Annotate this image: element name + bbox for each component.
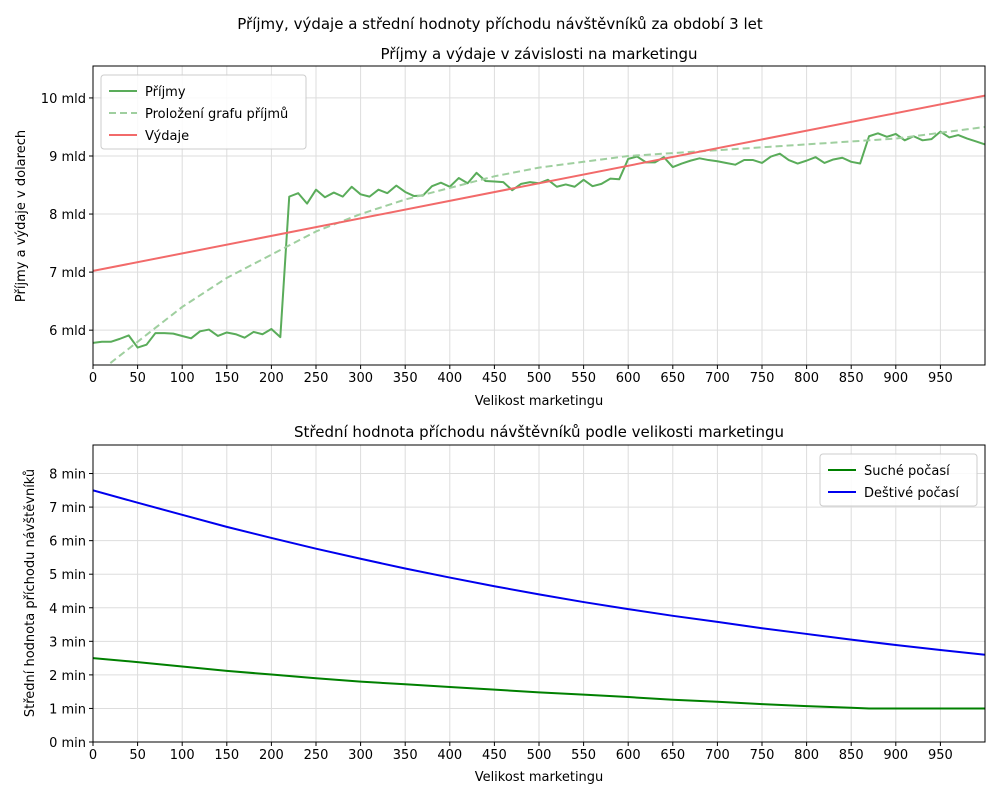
y-tick-label: 9 mld — [49, 150, 86, 165]
x-tick-label: 350 — [393, 371, 418, 386]
y-tick-label: 6 min — [49, 535, 86, 550]
y-tick-label: 7 mld — [49, 266, 86, 281]
x-tick-label: 50 — [129, 748, 146, 763]
revenue-expense-chart: Příjmy a výdaje v závislosti na marketin… — [14, 45, 986, 409]
x-tick-label: 250 — [304, 371, 329, 386]
visitor-chart-xlabel: Velikost marketingu — [475, 770, 604, 785]
revenue-legend: Příjmy Proložení grafu příjmů Výdaje — [100, 74, 307, 150]
x-tick-label: 700 — [705, 371, 730, 386]
x-tick-label: 750 — [750, 748, 775, 763]
x-tick-label: 500 — [527, 748, 552, 763]
x-tick-label: 500 — [527, 371, 552, 386]
revenue-chart-xlabel: Velikost marketingu — [475, 394, 604, 409]
x-tick-label: 800 — [794, 371, 819, 386]
x-tick-label: 50 — [129, 371, 146, 386]
x-tick-label: 450 — [482, 748, 507, 763]
y-tick-label: 3 min — [49, 635, 86, 650]
x-tick-label: 0 — [89, 748, 97, 763]
legend-label: Příjmy — [145, 85, 186, 100]
revenue-series-line-2 — [93, 94, 985, 272]
revenue-series-group — [93, 94, 985, 365]
legend-label: Proložení grafu příjmů — [145, 107, 288, 122]
legend-label: Suché počasí — [864, 464, 950, 479]
legend-box — [100, 74, 307, 150]
x-tick-label: 400 — [437, 748, 462, 763]
visitor-series-line-0 — [93, 657, 985, 710]
x-tick-label: 800 — [794, 748, 819, 763]
x-tick-label: 300 — [348, 748, 373, 763]
y-tick-label: 8 min — [49, 468, 86, 483]
y-tick-label: 10 mld — [41, 92, 86, 107]
visitor-chart-title: Střední hodnota příchodu návštěvníků pod… — [294, 423, 784, 441]
revenue-series-line-1 — [106, 125, 985, 365]
visitor-series-line-1 — [93, 489, 985, 656]
x-tick-label: 900 — [883, 371, 908, 386]
y-tick-label: 1 min — [49, 702, 86, 717]
revenue-grid — [92, 66, 985, 365]
x-tick-label: 200 — [259, 748, 284, 763]
x-tick-label: 550 — [571, 371, 596, 386]
x-tick-label: 200 — [259, 371, 284, 386]
figure-suptitle: Příjmy, výdaje a střední hodnoty příchod… — [237, 15, 763, 33]
x-tick-label: 350 — [393, 748, 418, 763]
revenue-chart-ylabel: Příjmy a výdaje v dolarech — [14, 130, 29, 302]
revenue-chart-title: Příjmy a výdaje v závislosti na marketin… — [380, 45, 697, 63]
x-tick-label: 750 — [750, 371, 775, 386]
x-tick-label: 150 — [214, 748, 239, 763]
x-tick-label: 0 — [89, 371, 97, 386]
y-tick-label: 8 mld — [49, 208, 86, 223]
x-tick-label: 400 — [437, 371, 462, 386]
x-tick-label: 650 — [660, 748, 685, 763]
x-tick-label: 100 — [170, 371, 195, 386]
y-tick-label: 0 min — [49, 736, 86, 751]
y-tick-label: 6 mld — [49, 324, 86, 339]
visitor-chart-ylabel: Střední hodnota příchodu návštěvníků — [23, 469, 38, 717]
x-tick-label: 950 — [928, 748, 953, 763]
x-tick-label: 250 — [304, 748, 329, 763]
x-tick-label: 850 — [839, 748, 864, 763]
x-tick-label: 150 — [214, 371, 239, 386]
y-tick-label: 4 min — [49, 602, 86, 617]
x-tick-label: 850 — [839, 371, 864, 386]
x-tick-label: 900 — [883, 748, 908, 763]
x-tick-label: 600 — [616, 748, 641, 763]
y-tick-label: 5 min — [49, 568, 86, 583]
visitor-arrival-chart: Střední hodnota příchodu návštěvníků pod… — [23, 423, 986, 785]
legend-box — [819, 453, 978, 507]
y-tick-label: 7 min — [49, 501, 86, 516]
x-tick-label: 600 — [616, 371, 641, 386]
legend-label: Výdaje — [145, 129, 189, 144]
x-tick-label: 950 — [928, 371, 953, 386]
y-tick-label: 2 min — [49, 669, 86, 684]
visitor-legend: Suché počasí Deštivé počasí — [819, 453, 978, 507]
x-tick-label: 100 — [170, 748, 195, 763]
x-tick-label: 650 — [660, 371, 685, 386]
x-tick-label: 300 — [348, 371, 373, 386]
x-tick-label: 700 — [705, 748, 730, 763]
x-tick-label: 550 — [571, 748, 596, 763]
legend-label: Deštivé počasí — [864, 486, 959, 501]
x-tick-label: 450 — [482, 371, 507, 386]
visitor-series-group — [93, 489, 985, 710]
